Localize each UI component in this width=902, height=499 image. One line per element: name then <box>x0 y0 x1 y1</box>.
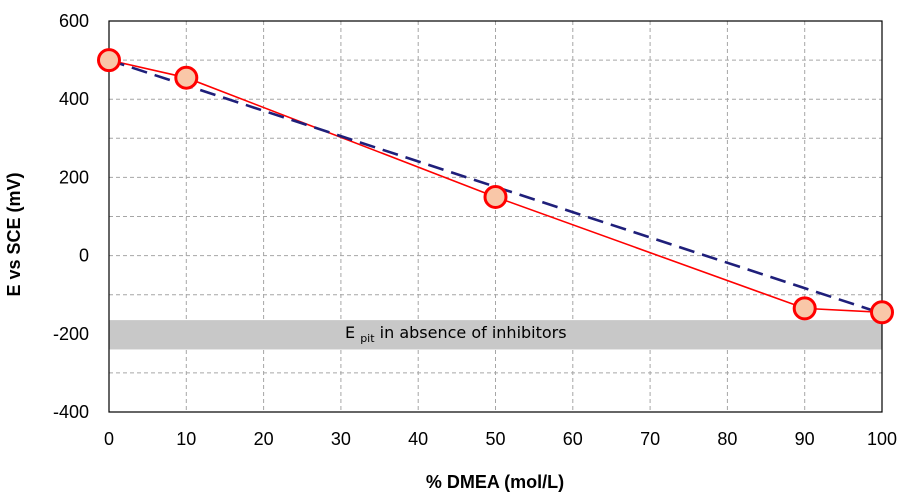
x-tick-label: 100 <box>867 429 897 449</box>
x-tick-label: 80 <box>717 429 737 449</box>
band-label-main: E <box>345 323 355 342</box>
plot-border <box>108 20 883 413</box>
series-layer <box>97 48 894 325</box>
x-tick-label: 0 <box>104 429 114 449</box>
x-tick-label: 90 <box>795 429 815 449</box>
data-point <box>97 48 121 73</box>
x-tick-label: 50 <box>485 429 505 449</box>
band-rect <box>109 320 882 350</box>
grid <box>108 20 883 413</box>
band-label: E pit in absence of inhibitors <box>345 323 567 346</box>
y-tick-labels: -400 -200 0 200 400 600 <box>53 11 89 422</box>
y-axis-label: E vs SCE (mV) <box>4 172 24 296</box>
y-tick-label: 200 <box>59 167 89 187</box>
y-tick-label: -400 <box>53 402 89 422</box>
band-label-rest: in absence of inhibitors <box>380 323 567 342</box>
absence-band: E pit in absence of inhibitors <box>109 320 882 350</box>
y-tick-label: -200 <box>53 324 89 344</box>
band-label-sub: pit <box>360 332 375 345</box>
x-tick-label: 20 <box>254 429 274 449</box>
x-tick-label: 10 <box>176 429 196 449</box>
data-point <box>483 184 508 209</box>
x-tick-label: 70 <box>640 429 660 449</box>
data-point <box>870 300 894 325</box>
x-tick-label: 60 <box>563 429 583 449</box>
x-tick-labels: 0 10 20 30 40 50 60 70 80 90 100 <box>104 429 897 449</box>
y-tick-label: 600 <box>59 11 89 31</box>
y-tick-label: 400 <box>59 89 89 109</box>
y-tick-label: 0 <box>79 246 89 266</box>
fit-line <box>108 58 883 315</box>
x-axis-label: % DMEA (mol/L) <box>426 472 564 492</box>
x-tick-label: 40 <box>408 429 428 449</box>
data-point <box>174 65 199 90</box>
data-point <box>792 296 817 321</box>
x-tick-label: 30 <box>331 429 351 449</box>
